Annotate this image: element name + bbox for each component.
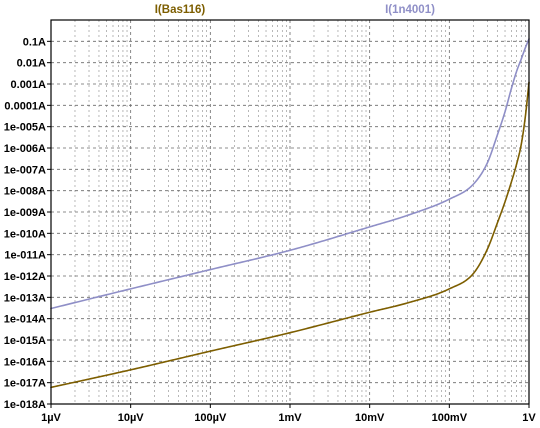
x-tick-label: 1mV: [278, 412, 302, 424]
y-tick-label: 1e-007A: [4, 164, 46, 176]
series-layer: [50, 38, 530, 389]
series-line-0: [50, 81, 530, 389]
legend-entry-0: I(Bas116): [155, 4, 206, 16]
grid-layer: [51, 20, 529, 404]
y-tick-label: 0.1A: [23, 36, 46, 48]
x-tick-label: 1V: [522, 412, 536, 424]
series-line-1: [50, 38, 530, 310]
x-tick-label: 1µV: [41, 412, 61, 424]
y-tick-label: 1e-013A: [4, 292, 46, 304]
x-tick-label: 10mV: [355, 412, 385, 424]
y-tick-label: 1e-010A: [4, 228, 46, 240]
y-tick-label: 1e-008A: [4, 186, 46, 198]
y-tick-label: 1e-015A: [4, 335, 46, 347]
y-tick-label: 0.0001A: [4, 100, 46, 112]
label-layer: 1µV 10µV 100µV 1mV 10mV 100mV 1V 0.1A 0.01A 0.001…: [4, 36, 537, 424]
y-tick-label: 1e-009A: [4, 207, 46, 219]
x-tick-label: 100µV: [194, 412, 227, 424]
y-tick-label: 0.01A: [17, 58, 46, 70]
y-tick-label: 1e-012A: [4, 271, 46, 283]
y-tick-label: 1e-016A: [4, 356, 46, 368]
x-tick-label: 10µV: [118, 412, 145, 424]
y-tick-label: 1e-014A: [4, 314, 46, 326]
legend-layer: I(Bas116) I(1n4001): [155, 4, 435, 16]
y-tick-label: 1e-017A: [4, 378, 46, 390]
y-tick-label: 0.001A: [11, 79, 47, 91]
legend-entry-1: I(1n4001): [385, 4, 435, 16]
y-tick-label: 1e-006A: [4, 143, 46, 155]
y-tick-label: 1e-005A: [4, 122, 46, 134]
tick-layer: [47, 40, 530, 408]
y-tick-label: 1e-011A: [4, 250, 46, 262]
x-tick-label: 100mV: [432, 412, 468, 424]
y-tick-label: 1e-018A: [4, 399, 46, 411]
